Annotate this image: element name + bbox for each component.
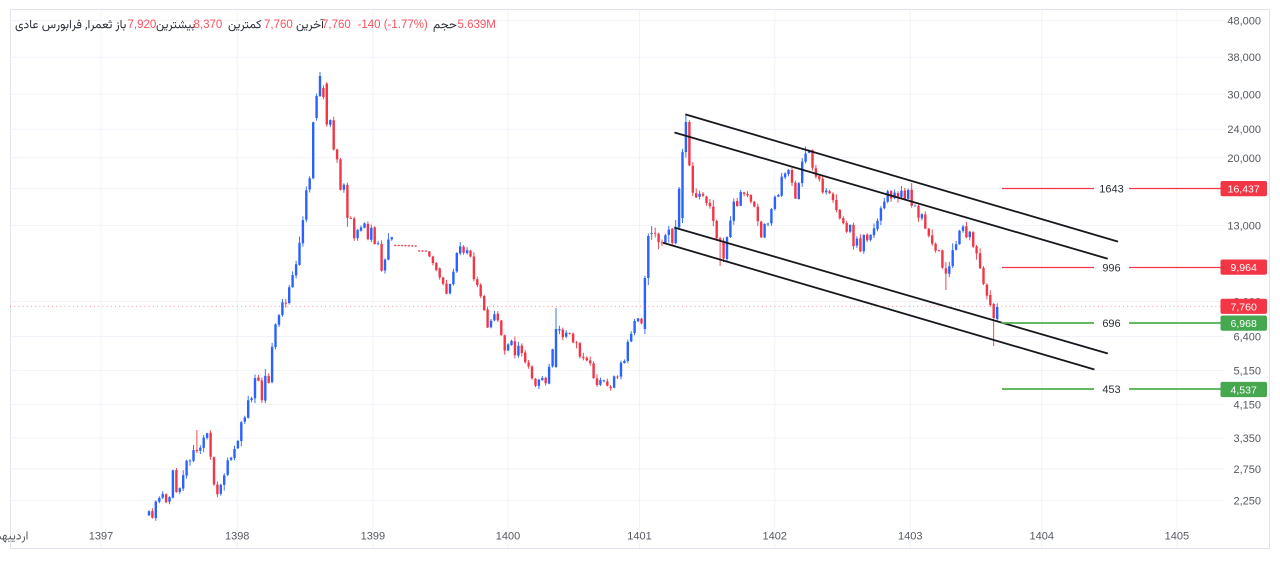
svg-text:8,370: 8,370 (194, 19, 223, 31)
svg-text:1401: 1401 (627, 531, 651, 543)
svg-text:-140 (-1.77%): -140 (-1.77%) (358, 19, 428, 31)
svg-text:13,000: 13,000 (1227, 220, 1261, 232)
svg-text:1399: 1399 (361, 531, 385, 543)
svg-text:1398: 1398 (225, 531, 249, 543)
svg-text:1643: 1643 (1099, 184, 1123, 196)
svg-text:30,000: 30,000 (1227, 89, 1261, 101)
svg-text:4,537: 4,537 (1231, 385, 1257, 397)
svg-text:24,000: 24,000 (1227, 124, 1261, 136)
svg-text:1404: 1404 (1030, 531, 1054, 543)
svg-text:6,968: 6,968 (1231, 318, 1257, 330)
svg-text:7,920: 7,920 (128, 19, 157, 31)
svg-text:1400: 1400 (496, 531, 520, 543)
svg-text:9,964: 9,964 (1231, 262, 1257, 274)
svg-text:696: 696 (1102, 318, 1120, 330)
svg-text:20,000: 20,000 (1227, 153, 1261, 165)
svg-text:16,437: 16,437 (1228, 184, 1260, 196)
svg-text:3,350: 3,350 (1233, 433, 1261, 445)
svg-text:7,760: 7,760 (264, 19, 293, 31)
svg-text:7,760: 7,760 (322, 19, 351, 31)
svg-text:2,250: 2,250 (1233, 495, 1261, 507)
svg-text:48,000: 48,000 (1227, 16, 1261, 28)
svg-text:1397: 1397 (89, 531, 113, 543)
svg-text:1405: 1405 (1165, 531, 1189, 543)
svg-text:453: 453 (1102, 384, 1120, 396)
svg-text:4,150: 4,150 (1233, 399, 1261, 411)
svg-text:1403: 1403 (898, 531, 922, 543)
svg-text:6,400: 6,400 (1233, 332, 1261, 344)
svg-text:996: 996 (1102, 263, 1120, 275)
svg-text:5,150: 5,150 (1233, 366, 1261, 378)
svg-text:2,750: 2,750 (1233, 464, 1261, 476)
svg-text:38,000: 38,000 (1227, 52, 1261, 64)
svg-text:7,760: 7,760 (1231, 301, 1257, 313)
svg-text:5.639M: 5.639M (458, 19, 496, 31)
svg-text:1402: 1402 (762, 531, 786, 543)
